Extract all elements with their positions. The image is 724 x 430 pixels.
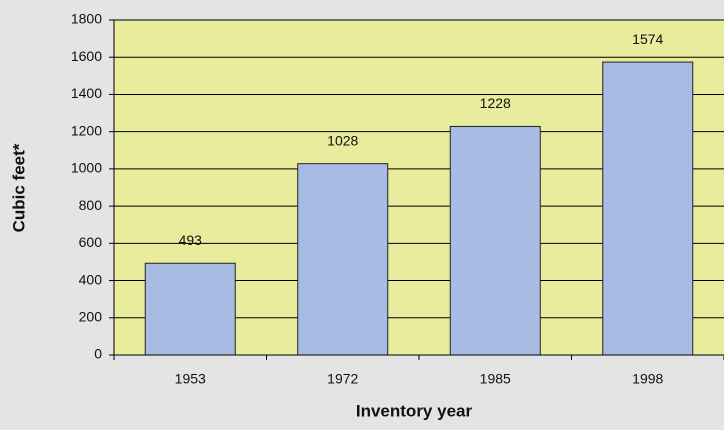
y-tick-label: 600 xyxy=(79,234,103,250)
x-tick-label: 1972 xyxy=(327,371,358,387)
y-tick-label: 400 xyxy=(79,271,103,287)
value-label: 1228 xyxy=(480,95,511,111)
y-tick-label: 0 xyxy=(94,346,102,362)
y-tick-label: 1200 xyxy=(71,122,102,138)
value-label: 1574 xyxy=(632,31,663,47)
y-tick-label: 1400 xyxy=(71,85,102,101)
y-tick-label: 1800 xyxy=(71,11,102,27)
bar xyxy=(449,125,541,356)
y-tick-label: 200 xyxy=(79,308,103,324)
y-tick-label: 1600 xyxy=(71,48,102,64)
bar xyxy=(602,61,694,356)
y-axis-title: Cubic feet* xyxy=(9,143,28,232)
value-label: 493 xyxy=(179,232,203,248)
x-tick-label: 1998 xyxy=(632,371,663,387)
y-tick-label: 800 xyxy=(79,197,103,213)
y-tick-label: 1000 xyxy=(71,160,102,176)
x-axis-title: Inventory year xyxy=(356,401,473,420)
x-tick-label: 1985 xyxy=(480,371,511,387)
bar xyxy=(144,262,236,356)
bar xyxy=(297,163,389,356)
x-tick-label: 1953 xyxy=(175,371,206,387)
value-label: 1028 xyxy=(327,132,358,148)
